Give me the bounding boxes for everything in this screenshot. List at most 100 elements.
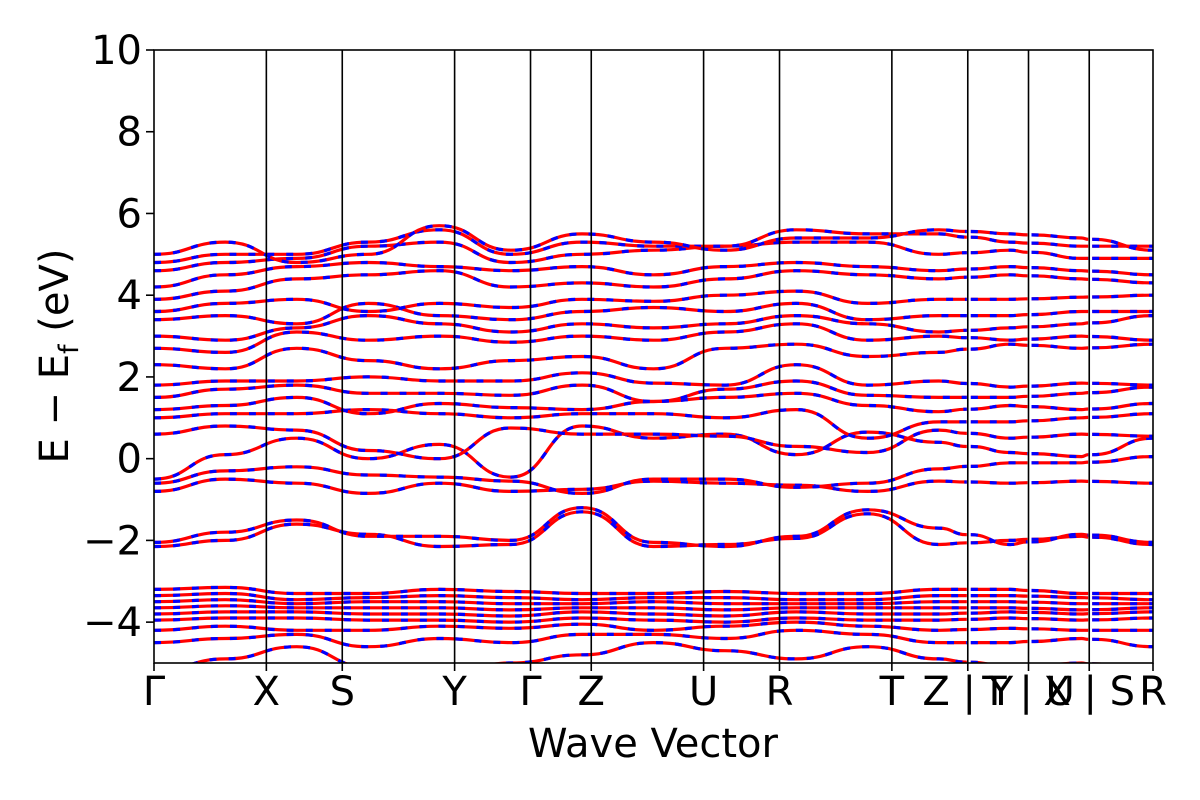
band-line-red (154, 598, 967, 606)
band-line-red (1031, 381, 1089, 388)
band-line-red (154, 228, 967, 265)
band-line-blue (154, 424, 967, 481)
band-line-red (1031, 636, 1089, 644)
band-line-blue (970, 626, 1028, 632)
y-axis-label-sub: f (54, 343, 85, 354)
band-line-blue (970, 606, 1028, 610)
band-line-red (1031, 274, 1089, 281)
band-line-red (970, 444, 1028, 456)
band-line-blue (970, 325, 1028, 332)
band-line-blue (1092, 596, 1153, 602)
band-line-blue (970, 403, 1028, 411)
band-line-red (154, 391, 967, 416)
bands-layer (154, 224, 1153, 663)
band-line-blue (154, 224, 967, 265)
band-line-red (1092, 269, 1153, 277)
band-line-red (970, 313, 1028, 318)
band-line-blue (970, 431, 1028, 440)
band-line-red (1031, 460, 1089, 465)
band-line-red (1031, 241, 1089, 248)
y-axis-label: E − Ef (eV) (32, 249, 85, 464)
band-line-blue (970, 616, 1028, 621)
band-line-red (970, 342, 1028, 351)
band-line-red (970, 394, 1028, 400)
plot-frame (153, 49, 1154, 664)
band-line-blue (970, 600, 1028, 604)
band-line-blue (970, 336, 1028, 342)
band-line-red (970, 264, 1028, 271)
y-tick-label: 6 (117, 191, 142, 237)
band-line-red (154, 477, 967, 496)
band-line-blue (970, 381, 1028, 389)
x-axis-label: Wave Vector (528, 721, 779, 767)
x-tick-label: U (689, 669, 718, 715)
x-tick-label: T (879, 669, 905, 715)
band-line-red (970, 325, 1028, 332)
band-line-red (154, 342, 967, 371)
band-line-red (970, 431, 1028, 440)
band-line-red (1031, 594, 1089, 600)
band-line-red (154, 240, 967, 273)
band-line-blue (1092, 606, 1153, 612)
band-line-red (1031, 343, 1089, 350)
band-line-blue (970, 229, 1028, 237)
band-line-red (1092, 479, 1153, 485)
band-line-red (1092, 610, 1153, 616)
x-tick-label: Γ (143, 669, 166, 715)
band-line-red (154, 301, 967, 326)
band-line-red (1031, 391, 1089, 398)
y-tick-label: −4 (83, 600, 142, 646)
band-line-red (1031, 610, 1089, 616)
band-line-red (1031, 479, 1089, 485)
band-line-blue (970, 297, 1028, 301)
band-line-red (970, 229, 1028, 237)
band-line-blue (970, 537, 1028, 545)
band-line-red (1031, 452, 1089, 459)
band-line-red (154, 313, 967, 342)
band-line-red (970, 587, 1028, 593)
band-line-red (1031, 532, 1089, 544)
band-line-blue (1092, 479, 1153, 485)
band-line-red (970, 403, 1028, 411)
band-line-blue (970, 593, 1028, 598)
y-tick-label: 4 (117, 273, 142, 319)
band-line-red (1031, 405, 1089, 412)
y-axis-label-unit: (eV) (32, 249, 78, 345)
band-line-red (154, 616, 967, 624)
band-line-red (1092, 432, 1153, 438)
band-line-red (154, 322, 967, 355)
x-tick-label: Γ (519, 669, 542, 715)
band-line-blue (970, 444, 1028, 456)
y-axis-label-main: E − E (32, 354, 78, 464)
band-line-red (970, 600, 1028, 604)
band-line-red (1031, 617, 1089, 622)
band-line-red (1092, 616, 1153, 622)
band-line-red (1092, 455, 1153, 464)
x-tick-label: T | U (981, 669, 1075, 715)
band-line-blue (1092, 610, 1153, 616)
band-line-red (1031, 600, 1089, 606)
band-line-blue (970, 480, 1028, 485)
band-line-red (1031, 266, 1089, 273)
band-line-blue (970, 235, 1028, 245)
x-tick-label: X | S (1043, 669, 1135, 715)
band-line-red (1031, 233, 1089, 241)
y-tick-label: 0 (117, 437, 142, 483)
band-line-red (1031, 627, 1089, 632)
band-line-red (1092, 342, 1153, 350)
band-line-blue (154, 407, 967, 440)
band-line-red (154, 604, 967, 612)
band-line-red (154, 289, 967, 314)
y-axis-ticks: −4 −2 0 2 4 6 8 10 (83, 28, 154, 646)
band-line-red (1092, 293, 1153, 299)
band-line-red (154, 585, 967, 596)
band-line-red (154, 464, 967, 496)
band-line-red (970, 297, 1028, 301)
band-line-red (970, 639, 1028, 645)
band-line-red (970, 235, 1028, 245)
band-line-blue (970, 273, 1028, 279)
band-line-red (1092, 606, 1153, 612)
x-tick-label: R (766, 669, 794, 715)
